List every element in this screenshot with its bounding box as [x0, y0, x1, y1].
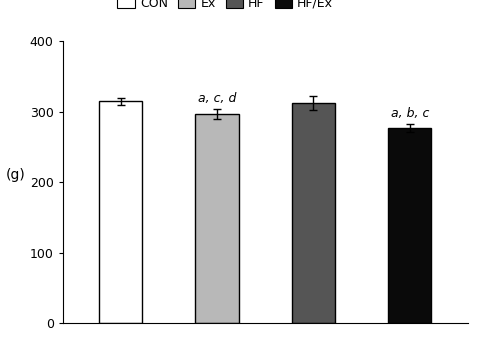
Bar: [292, 103, 335, 323]
Text: a, c, d: a, c, d: [198, 92, 236, 105]
Bar: [99, 101, 142, 323]
Legend: CON, Ex, HF, HF/Ex: CON, Ex, HF, HF/Ex: [118, 0, 333, 10]
Bar: [388, 128, 431, 323]
Y-axis label: (g): (g): [6, 168, 26, 182]
Bar: [195, 114, 239, 323]
Text: a, b, c: a, b, c: [390, 107, 429, 120]
